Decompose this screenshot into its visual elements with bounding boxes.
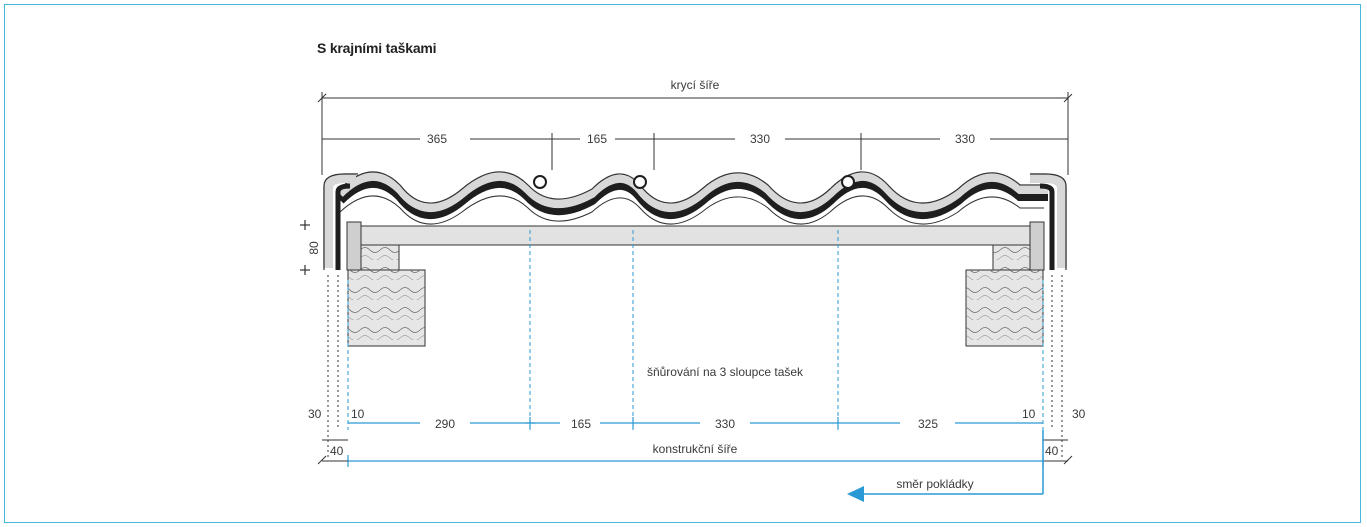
left-fascia-board — [346, 221, 362, 271]
bottom-seg-4: 325 — [918, 417, 938, 431]
bottom-seg-1: 290 — [435, 417, 455, 431]
bottom-segment-dimensions — [348, 417, 1043, 429]
right-offset: 40 — [1045, 444, 1059, 458]
top-segment-dimensions — [322, 133, 1068, 170]
height-dimension — [300, 220, 310, 275]
batten-board — [360, 225, 1031, 246]
figure-title: S krajními taškami — [317, 40, 437, 56]
bottom-seg-3: 330 — [715, 417, 735, 431]
roof-tiles — [323, 171, 1067, 270]
laying-direction-label: směr pokládky — [896, 477, 973, 491]
bottom-left-inner: 10 — [351, 407, 365, 421]
bottom-right-inner: 10 — [1022, 407, 1036, 421]
lath-note: šňůrování na 3 sloupce tašek — [647, 365, 804, 379]
left-offset: 40 — [330, 444, 344, 458]
outer-guide-lines — [327, 275, 1063, 460]
bottom-left-outer: 30 — [308, 407, 322, 421]
laying-direction-arrow — [847, 430, 1044, 502]
height-label: 80 — [307, 241, 321, 255]
construction-width-label: konstrukční šíře — [653, 442, 738, 456]
bottom-seg-2: 165 — [571, 417, 591, 431]
top-overall-dimension — [317, 92, 1073, 175]
top-seg-3: 330 — [750, 132, 770, 146]
offset-dimensions — [317, 439, 1073, 465]
top-seg-4: 330 — [955, 132, 975, 146]
lath-guide-lines — [347, 230, 1044, 430]
right-rafter — [965, 244, 1044, 347]
bottom-right-outer: 30 — [1072, 407, 1086, 421]
top-seg-1: 365 — [427, 132, 447, 146]
right-fascia-board — [1029, 221, 1045, 271]
figure-frame — [4, 4, 1361, 523]
construction-width-dimension — [347, 455, 1044, 467]
top-seg-2: 165 — [587, 132, 607, 146]
top-width-label: krycí šíře — [671, 78, 720, 92]
